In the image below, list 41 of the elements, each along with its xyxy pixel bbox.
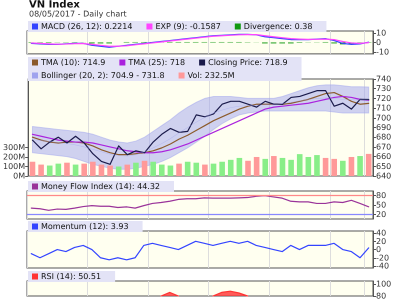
y-tick-label: 720 [376, 94, 392, 103]
y2-tick-label: 100M [3, 162, 26, 171]
legend-label: RSI (14): 50.51 [41, 272, 102, 281]
y2-tick-label: 0M [13, 172, 26, 180]
y-tick-label: 10 [376, 28, 386, 38]
y-tick-label: 50 [376, 200, 386, 210]
legend-label: EXP (9): -0.1587 [155, 22, 221, 31]
y-tick-label: 640 [376, 172, 392, 180]
chart-subtitle: 08/05/2017 - Daily chart [29, 10, 127, 18]
y2-tick-label: 300M [3, 142, 26, 152]
legend-label: Money Flow Index (14): 44.32 [41, 182, 160, 191]
y-tick-label: 80 [376, 292, 386, 300]
y-tick-label: 20 [376, 236, 386, 246]
y-tick-label: 730 [376, 84, 392, 94]
y-tick-label: 670 [376, 142, 392, 152]
y-tick-label: 100 [376, 280, 392, 288]
chart-title: VN Index [29, 0, 80, 10]
y-tick-label: 650 [376, 162, 392, 171]
y-tick-label: 740 [376, 74, 392, 84]
y-tick-label: 20 [376, 210, 386, 219]
y-tick-label: 80 [376, 191, 386, 200]
legend-label: MACD (26, 12): 0.2214 [41, 22, 132, 31]
y-tick-label: 710 [376, 104, 392, 113]
legend-label: Closing Price: 718.9 [208, 58, 288, 67]
y-tick-label: -10 [376, 48, 390, 56]
y-tick-label: 690 [376, 123, 392, 132]
y-tick-label: 680 [376, 132, 392, 142]
y2-tick-label: 200M [3, 152, 26, 162]
legend-label: Vol: 232.5M [188, 71, 235, 80]
legend-label: Divergence: 0.38 [244, 22, 312, 31]
legend-label: TMA (10): 714.9 [40, 58, 106, 67]
y-tick-label: 0 [376, 245, 382, 254]
legend-label: Bollinger (20, 2): 704.9 - 731.8 [41, 71, 165, 80]
y-tick-label: -40 [376, 262, 390, 270]
y-tick-label: 700 [376, 113, 392, 122]
legend-label: TMA (25): 718 [127, 58, 186, 67]
y-tick-label: -20 [376, 253, 390, 262]
y-tick-label: 0 [376, 38, 382, 47]
y-tick-label: 40 [376, 228, 386, 238]
legend-label: Momentum (12): 3.93 [41, 222, 129, 231]
y-tick-label: 660 [376, 152, 392, 162]
